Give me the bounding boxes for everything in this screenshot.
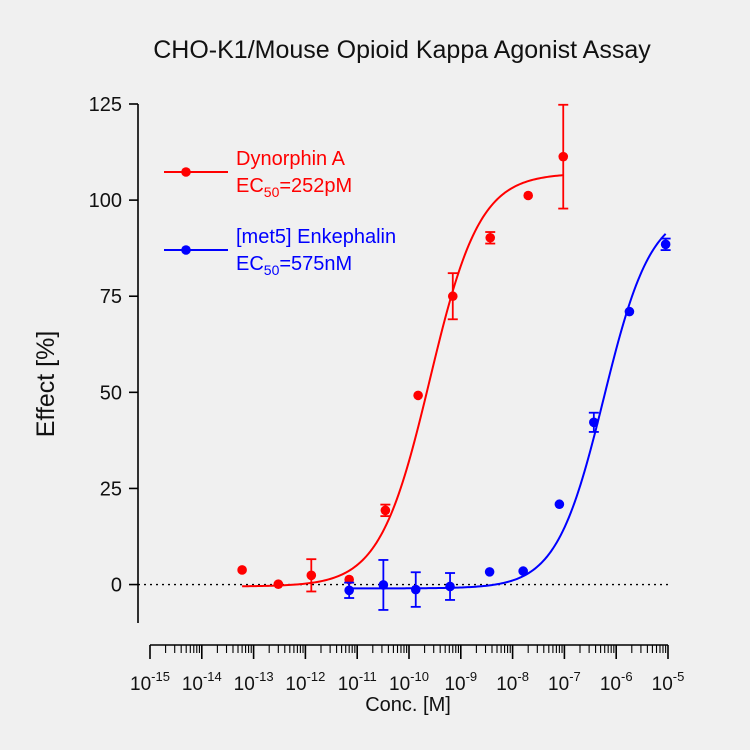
x-tick-label: 10-12 xyxy=(285,669,325,695)
legend-ec50-label: EC50=575nM xyxy=(236,253,352,278)
x-tick-label: 10-7 xyxy=(548,669,581,695)
data-point xyxy=(484,567,495,577)
legend-entry-1: Dynorphin A EC50=252pM xyxy=(164,148,352,200)
legend-marker xyxy=(181,167,191,177)
data-point xyxy=(273,579,284,589)
y-tick-label: 0 xyxy=(111,575,122,597)
data-point xyxy=(344,585,354,596)
data-point xyxy=(558,151,569,162)
x-tick-label: 10-8 xyxy=(496,669,529,695)
legend-entry-2: [met5] Enkephalin EC50=575nM xyxy=(164,226,396,278)
legend-ec50-label: EC50=252pM xyxy=(236,175,352,200)
legend: Dynorphin A EC50=252pM [met5] Enkephalin EC… xyxy=(164,148,396,278)
data-point xyxy=(485,232,496,243)
y-tick-label: 125 xyxy=(89,94,122,116)
x-tick-label: 10-14 xyxy=(182,669,222,695)
series-2-fit-curve xyxy=(349,233,667,590)
x-tick-label: 10-5 xyxy=(652,669,685,695)
data-point xyxy=(410,584,421,595)
data-point xyxy=(380,505,391,516)
x-tick-label: 10-11 xyxy=(338,669,377,695)
legend-series-name: Dynorphin A xyxy=(236,148,346,170)
chart-title: CHO-K1/Mouse Opioid Kappa Agonist Assay xyxy=(153,36,651,64)
data-point xyxy=(660,239,671,250)
data-point xyxy=(518,566,528,576)
data-point xyxy=(447,291,458,302)
data-point xyxy=(589,417,599,428)
data-point xyxy=(445,581,455,592)
data-point xyxy=(554,499,565,510)
y-tick-label: 75 xyxy=(100,286,122,308)
x-tick-label: 10-6 xyxy=(600,669,633,695)
y-tick-label: 50 xyxy=(100,382,122,404)
x-tick-label: 10-15 xyxy=(130,669,170,695)
data-point xyxy=(237,565,247,575)
data-point xyxy=(413,390,423,401)
data-point xyxy=(523,190,533,201)
x-tick-label: 10-9 xyxy=(444,669,477,695)
data-point xyxy=(378,580,389,590)
y-axis-label: Effect [%] xyxy=(32,331,60,438)
series-1 xyxy=(237,103,569,593)
x-tick-label: 10-10 xyxy=(389,669,429,695)
series-2 xyxy=(344,233,671,611)
axes: 0 25 50 75 100 125 10-15 10-14 10-13 10-12 10-11 10… xyxy=(89,94,685,695)
series-1-fit-curve xyxy=(242,174,564,588)
data-point xyxy=(306,570,317,581)
data-point xyxy=(624,306,635,317)
legend-series-name: [met5] Enkephalin xyxy=(236,226,396,248)
plot-area xyxy=(237,103,671,611)
y-tick-label: 25 xyxy=(100,478,122,500)
legend-marker xyxy=(181,245,191,255)
y-tick-label: 100 xyxy=(89,190,122,212)
x-tick-label: 10-13 xyxy=(234,669,274,695)
x-axis-label: Conc. [M] xyxy=(365,694,451,716)
